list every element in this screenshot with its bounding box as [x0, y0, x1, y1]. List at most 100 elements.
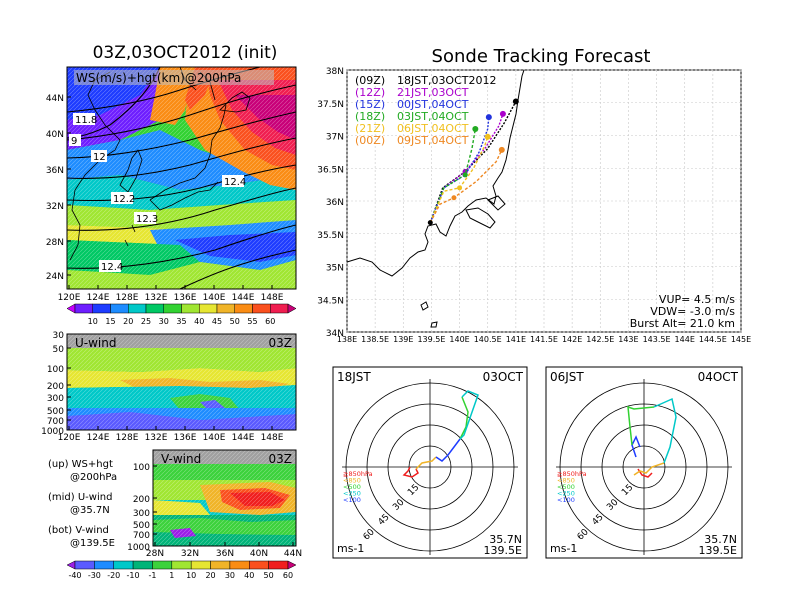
ytick-label: 1000 [41, 427, 64, 437]
ytick-label: 24N [46, 272, 64, 282]
xtick-label: 138E [337, 335, 357, 344]
ytick-label: 32N [46, 202, 64, 212]
ytick-label: 300 [47, 394, 64, 404]
xtick-label: 141.5E [530, 335, 558, 344]
colorbar-label: 1 [169, 571, 174, 580]
sonde-burst-point [462, 172, 468, 178]
ytick-label: 50 [53, 345, 65, 355]
left-title: 03Z,03OCT2012 (init) [93, 43, 278, 63]
legend-zulu: (18Z) [355, 110, 385, 123]
colorbar-swatch [210, 560, 231, 570]
xtick-label: 40N [250, 549, 268, 559]
colorbar-label: -10 [127, 571, 140, 580]
xtick-label: 136E [174, 433, 197, 443]
right-title: Sonde Tracking Forecast [432, 46, 651, 67]
legend-time: 18JST,03OCT2012 [397, 74, 497, 87]
hodo-legend-item: <850 [343, 477, 361, 485]
colorbar-swatch [152, 560, 173, 570]
legend-time: 21JST,03OCT [397, 86, 469, 99]
sonde-landing-point [485, 114, 492, 121]
xtick-label: 28N [146, 549, 164, 559]
colorbar-label: 15 [105, 317, 115, 326]
colorbar-swatch [66, 560, 76, 570]
ws-map: 11.8 9 12 12.2 12.4 12.3 12.4 WS(m/s)+hg… [66, 66, 297, 290]
colorbar-label: -20 [107, 571, 120, 580]
v-wind-panel: V-wind 03Z [152, 449, 297, 547]
xtick-label: 32N [181, 549, 199, 559]
param-vup: VUP= 4.5 m/s [659, 293, 735, 306]
colorbar-label: 40 [194, 317, 204, 326]
hodo-legend-item: ≧850hPa [557, 470, 587, 478]
colorbar-label: 30 [225, 571, 235, 580]
sonde-landing-point [484, 133, 491, 140]
launch-point [427, 220, 433, 226]
colorbar-swatch [171, 560, 192, 570]
colorbar-label: 50 [230, 317, 240, 326]
legend-zulu: (21Z) [355, 122, 385, 135]
hodo-segment [459, 390, 479, 440]
colorbar-label: 60 [283, 571, 293, 580]
xtick-label: 142E [562, 335, 582, 344]
colorbar-swatch [110, 303, 129, 314]
param-vdw: VDW= -3.0 m/s [650, 305, 735, 318]
colorbar-label: 30 [159, 317, 169, 326]
u-wind-label: U-wind [75, 336, 116, 350]
colorbar-swatch [181, 303, 200, 314]
sonde-track [429, 117, 490, 223]
colorbar-swatch [163, 303, 182, 314]
colorbar-swatch [287, 560, 297, 570]
colorbar-swatch [66, 303, 76, 314]
hodo-segment [459, 396, 469, 440]
hodo-segment [653, 397, 677, 464]
track-map-yticks: 38N 37.5N 37N 36.5N 36N 35.5N 35N 34.5N 34N [317, 67, 344, 339]
xtick-label: 136E [174, 293, 197, 303]
ws-map-xticks: 120E 124E 128E 132E 136E 140E 144E 148E [58, 285, 284, 303]
colorbar-swatch [252, 303, 271, 314]
hodo1-unit: ms-1 [337, 542, 364, 555]
hodo1-date: 03OCT [483, 370, 524, 384]
contour-label: 12.3 [136, 214, 158, 225]
ws-colorbar: 10 15 20 25 30 35 40 45 50 55 60 [66, 303, 297, 326]
legend-mid-a: (mid) U-wind [48, 492, 112, 503]
legend-zulu: (15Z) [355, 98, 385, 111]
xtick-label: 120E [58, 293, 81, 303]
contour-label: 12.4 [224, 177, 246, 188]
hodo-segment [402, 466, 419, 478]
legend-bot-a: (bot) V-wind [48, 525, 109, 536]
xtick-label: 132E [145, 433, 168, 443]
ytick-label: 37.5N [317, 100, 344, 110]
hodo-segment [631, 435, 641, 458]
ytick-label: 40N [46, 130, 64, 140]
xtick-label: 140E [203, 293, 226, 303]
xtick-label: 140E [203, 433, 226, 443]
xtick-label: 143.5E [643, 335, 671, 344]
ytick-label: 1000 [127, 543, 150, 553]
hodograph-2: 06JST 04OCT 35.7N 139.5E ms-1 15304560≧8… [545, 366, 743, 559]
sonde-landing-point [472, 125, 479, 132]
hodo2-date: 04OCT [698, 370, 739, 384]
hodo2-jst: 06JST [550, 370, 584, 384]
contour-label: 9 [71, 136, 77, 147]
xtick-label: 36N [216, 549, 234, 559]
colorbar-swatch [128, 303, 147, 314]
xtick-label: 144.5E [699, 335, 727, 344]
xtick-label: 124E [87, 293, 110, 303]
hodo2-lat: 35.7N [704, 533, 737, 546]
xtick-label: 144E [232, 293, 255, 303]
colorbar-swatch [268, 560, 289, 570]
colorbar-label: 20 [205, 571, 215, 580]
xtick-label: 143E [618, 335, 638, 344]
colorbar-label: 40 [244, 571, 254, 580]
ytick-label: 36N [326, 198, 344, 208]
v-wind-xticks: 28N 32N 36N 40N 44N [146, 542, 302, 559]
ytick-label: 44N [46, 94, 64, 104]
colorbar-label: 35 [176, 317, 186, 326]
track-map [346, 69, 742, 333]
xtick-label: 128E [116, 293, 139, 303]
colorbar-swatch [113, 560, 134, 570]
xtick-label: 142.5E [586, 335, 614, 344]
ytick-label: 37N [326, 133, 344, 143]
colorbar-swatch [190, 560, 211, 570]
